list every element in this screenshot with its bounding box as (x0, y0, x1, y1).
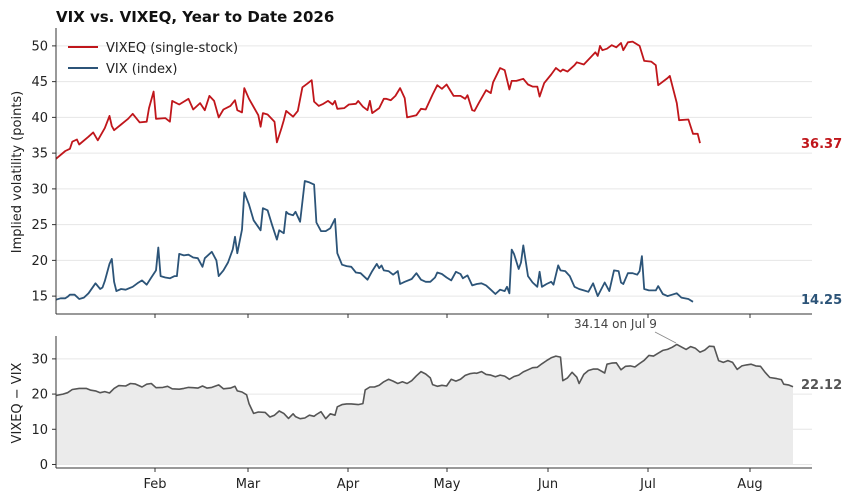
top-y-tick-label: 35 (31, 147, 48, 162)
x-tick-label: Feb (143, 477, 166, 492)
bottom-y-axis-label: VIXEQ − VIX (10, 362, 25, 443)
vix-line (55, 180, 694, 303)
x-tick-label: Jun (537, 477, 558, 492)
x-tick-label: Apr (337, 477, 360, 492)
bottom-y-tick-label: 0 (40, 458, 48, 473)
bottom-y-tick-label: 30 (31, 352, 48, 367)
top-y-tick-label: 30 (31, 182, 48, 197)
bottom-y-tick-label: 10 (31, 423, 48, 438)
x-tick-label: Jul (639, 477, 656, 492)
top-gridlines (56, 45, 812, 297)
x-tick-label: May (434, 477, 461, 492)
legend-label-vix: VIX (index) (106, 62, 177, 77)
end-label-spread: 22.12 (801, 378, 842, 393)
top-y-ticks: 15 20 25 30 35 40 45 50 (31, 39, 56, 305)
legend: VIXEQ (single-stock) VIX (index) (68, 41, 238, 77)
spread-area (55, 343, 794, 465)
chart-title: VIX vs. VIXEQ, Year to Date 2026 (56, 8, 334, 26)
spread-line (55, 343, 794, 420)
top-y-tick-label: 40 (31, 111, 48, 126)
x-ticks: Feb Mar Apr May Jun Jul Aug (143, 314, 763, 492)
top-y-tick-label: 50 (31, 39, 48, 54)
top-y-axis-label: Implied volatility (points) (10, 91, 25, 254)
spread-fill (56, 344, 793, 465)
top-y-tick-label: 15 (31, 290, 48, 305)
top-axes (55, 28, 812, 315)
top-series-lines (55, 40, 701, 303)
top-panel: 15 20 25 30 35 40 45 50 Implied volatility (poi… (10, 28, 842, 315)
annotation-leader-line (654, 331, 677, 344)
bottom-y-tick-label: 20 (31, 388, 48, 403)
x-tick-label: Mar (236, 477, 261, 492)
bottom-y-ticks: 0 10 20 30 (31, 352, 56, 473)
end-label-vixeq: 36.37 (801, 137, 842, 152)
top-y-tick-label: 20 (31, 254, 48, 269)
bottom-panel: 0 10 20 30 Feb Mar Apr May Jun Jul Aug VIXEQ − VI… (10, 314, 842, 492)
top-y-tick-label: 45 (31, 75, 48, 90)
x-tick-label: Aug (737, 477, 762, 492)
legend-label-vixeq: VIXEQ (single-stock) (106, 41, 238, 56)
end-label-vix: 14.25 (801, 293, 842, 308)
top-y-tick-label: 25 (31, 218, 48, 233)
bottom-axes (55, 336, 812, 469)
annotation-text: 34.14 on Jul 9 (574, 317, 657, 331)
vixeq-line (55, 40, 701, 160)
peak-annotation: 34.14 on Jul 9 (574, 317, 677, 344)
